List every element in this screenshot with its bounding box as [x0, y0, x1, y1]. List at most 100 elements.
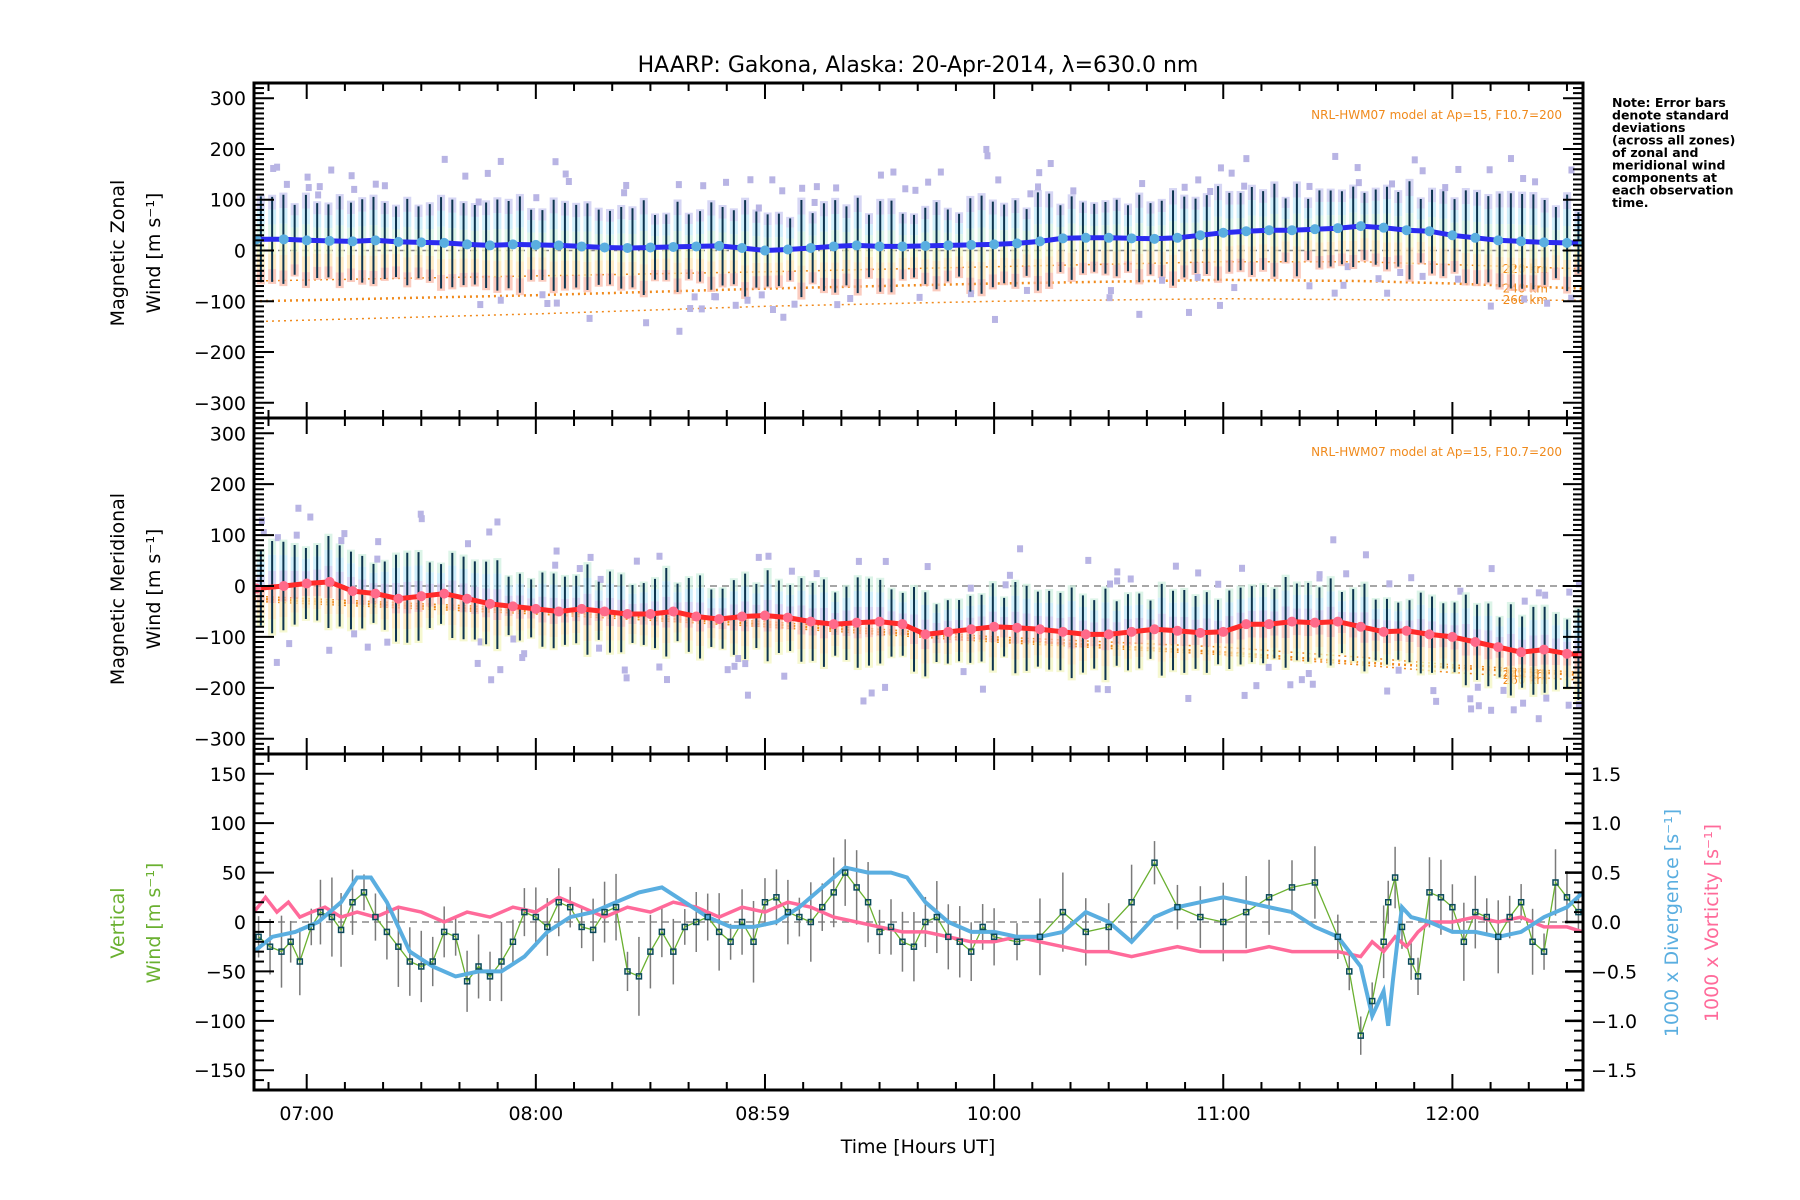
meridional-mean-point [645, 609, 656, 619]
vertical-wind-point [670, 948, 677, 955]
zonal-mean-point [530, 239, 541, 250]
meridional-zone-point [924, 563, 931, 571]
meridional-mean-point [1012, 622, 1023, 633]
vertical-wind-point [796, 913, 803, 921]
zonal-zone-point [1331, 289, 1338, 297]
vertical-panel: Vertical Wind [m s⁻¹] 1000 x Divergence … [107, 752, 1723, 1092]
meridional-zone-point [813, 570, 820, 578]
meridional-zone-point [1287, 681, 1294, 689]
zonal-mean-point [1172, 232, 1183, 243]
vertical-wind-point [544, 923, 551, 931]
meridional-mean-point [622, 609, 633, 619]
vertical-wind-point [692, 918, 700, 926]
meridional-zone-point [1575, 580, 1582, 588]
vertical-wind-point [278, 948, 285, 955]
meridional-zone-point [521, 650, 528, 658]
vertical-wind-point [612, 903, 620, 911]
meridional-zone-point [307, 513, 314, 521]
meridional-ylabel-line2: Wind [m s⁻¹] [143, 529, 165, 650]
vertical-wind-point [807, 918, 815, 926]
meridional-ylabel-line1: Magnetic Meridional [107, 493, 129, 685]
zonal-mean-point [439, 237, 450, 248]
meridional-zone-point [1343, 570, 1350, 578]
y-tick-label: −100 [194, 627, 246, 649]
meridional-zone-point [552, 561, 559, 569]
zonal-zone-point [283, 180, 290, 188]
meridional-zone-point [1488, 565, 1495, 573]
meridional-zone-point [418, 515, 425, 523]
vertical-wind-point [532, 913, 540, 921]
y2-tick-label: 1.0 [1591, 813, 1621, 835]
zonal-zone-point [890, 168, 897, 176]
zonal-zone-point [1023, 286, 1030, 294]
zonal-zone-point [1243, 155, 1250, 163]
vertical-ylabel-line1: Vertical [107, 887, 129, 958]
vertical-wind-point [337, 926, 345, 934]
meridional-zone-point [596, 644, 603, 652]
vertical-wind-point [841, 869, 849, 876]
vertical-wind-point [1449, 903, 1456, 911]
meridional-zone-point [1127, 575, 1134, 583]
vertical-wind-point [956, 938, 963, 946]
zonal-mean-point [576, 241, 587, 252]
vertical-wind-point [349, 898, 356, 906]
zonal-zone-point [1340, 281, 1347, 289]
vertical-wind-point [418, 963, 425, 970]
zonal-zone-point [984, 152, 991, 160]
vertical-plot-area [254, 839, 1583, 1055]
vertical-wind-point [1242, 908, 1250, 916]
zonal-zone-point [791, 300, 798, 308]
vertical-wind-point [681, 923, 689, 931]
zonal-zone-point [315, 191, 322, 199]
meridional-mean-point [1195, 627, 1206, 638]
zonal-zone-point [723, 178, 730, 186]
meridional-zone-point [1500, 686, 1507, 694]
meridional-zone-point [1395, 666, 1402, 674]
meridional-mean-point [485, 598, 496, 609]
y-tick-label: 100 [210, 813, 246, 835]
zonal-zone-point [475, 198, 482, 206]
meridional-zone-point [497, 666, 504, 674]
zonal-zone-point [1035, 183, 1042, 191]
zonal-mean-point [416, 237, 427, 248]
zonal-zone-point [1306, 182, 1313, 190]
y2-tick-label: −0.5 [1591, 961, 1637, 983]
meridional-zone-point [1239, 564, 1246, 572]
zonal-mean-point [485, 240, 496, 251]
y-tick-label: 300 [210, 423, 246, 445]
zonal-mean-point [1241, 226, 1252, 237]
y-tick-label: 300 [210, 88, 246, 110]
zonal-zone-point [813, 183, 820, 191]
zonal-mean-point [1195, 230, 1206, 241]
vertical-wind-point [1517, 898, 1525, 906]
meridional-zone-point [860, 697, 867, 705]
vertical-wind-point [704, 913, 711, 921]
meridional-mean-point [920, 629, 931, 640]
vertical-wind-point [1414, 973, 1422, 980]
y-tick-label: 0 [234, 241, 246, 263]
meridional-zone-point [1475, 702, 1482, 710]
zonal-mean-point [1149, 233, 1160, 244]
meridional-zone-point [1362, 551, 1369, 559]
vertical-wind-point [1384, 898, 1392, 906]
zonal-zone-point [1344, 263, 1351, 271]
y2-tick-label: 1.5 [1591, 764, 1621, 786]
zonal-zone-point [1070, 187, 1077, 195]
zonal-mean-point [989, 239, 1000, 250]
zonal-zone-point [1384, 289, 1391, 297]
meridional-mean-point [1103, 629, 1114, 640]
vertical-wind-point [255, 933, 262, 941]
x-tick-label: 07:00 [279, 1103, 334, 1125]
meridional-zone-point [293, 531, 300, 539]
x-tick-label: 08:00 [508, 1103, 563, 1125]
meridional-mean-point [462, 593, 473, 604]
vertical-wind-point [990, 933, 998, 941]
vertical-wind-point [1426, 889, 1433, 896]
zonal-zone-point [544, 299, 551, 307]
meridional-mean-point [370, 588, 381, 599]
meridional-mean-point [1149, 624, 1160, 635]
meridional-zone-point [755, 553, 762, 561]
meridional-zone-point [341, 530, 348, 538]
meridional-mean-point [1355, 621, 1366, 632]
